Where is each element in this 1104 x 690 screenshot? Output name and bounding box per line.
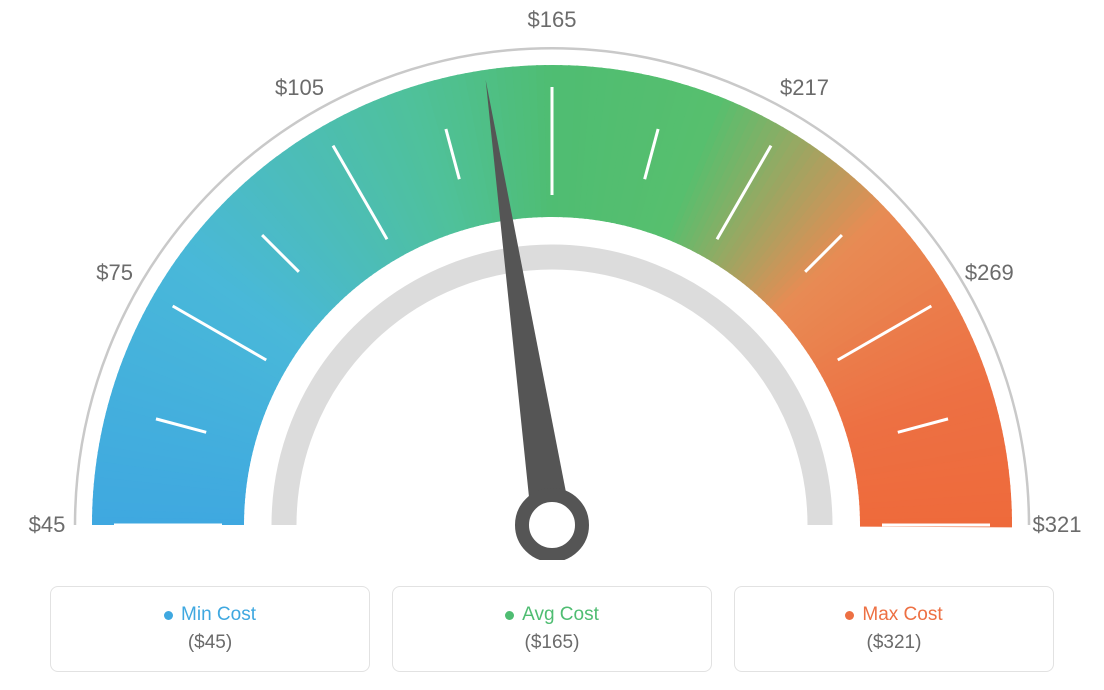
legend-dot-icon (845, 611, 854, 620)
legend-card: Max Cost ($321) (734, 586, 1054, 672)
legend-dot-icon (164, 611, 173, 620)
gauge-svg (0, 0, 1104, 560)
legend-value: ($45) (188, 632, 232, 654)
legend-title: Min Cost (164, 604, 256, 626)
legend-dot-icon (505, 611, 514, 620)
gauge-wrap: $45 $75 $105 $165 $217 $269 $321 (0, 0, 1104, 560)
gauge-tick-label: $321 (1033, 512, 1082, 538)
legend-title: Max Cost (845, 604, 942, 626)
cost-gauge-container: $45 $75 $105 $165 $217 $269 $321 Min Cost ($45)… (0, 0, 1104, 690)
legend-title-text: Avg Cost (522, 604, 599, 626)
legend-value: ($165) (525, 632, 580, 654)
legend-value: ($321) (867, 632, 922, 654)
legend-title-text: Max Cost (862, 604, 942, 626)
gauge-tick-label: $165 (528, 7, 577, 33)
gauge-tick-label: $269 (965, 260, 1014, 286)
gauge-tick-label: $45 (29, 512, 66, 538)
legend-title: Avg Cost (505, 604, 599, 626)
gauge-tick-label: $105 (275, 75, 324, 101)
legend-card: Avg Cost ($165) (392, 586, 712, 672)
legend-title-text: Min Cost (181, 604, 256, 626)
legend-row: Min Cost ($45) Avg Cost ($165) Max Cost ($321… (0, 586, 1104, 672)
legend-card: Min Cost ($45) (50, 586, 370, 672)
gauge-tick-label: $217 (780, 75, 829, 101)
gauge-needle-hub (522, 495, 582, 555)
gauge-tick-label: $75 (96, 260, 133, 286)
